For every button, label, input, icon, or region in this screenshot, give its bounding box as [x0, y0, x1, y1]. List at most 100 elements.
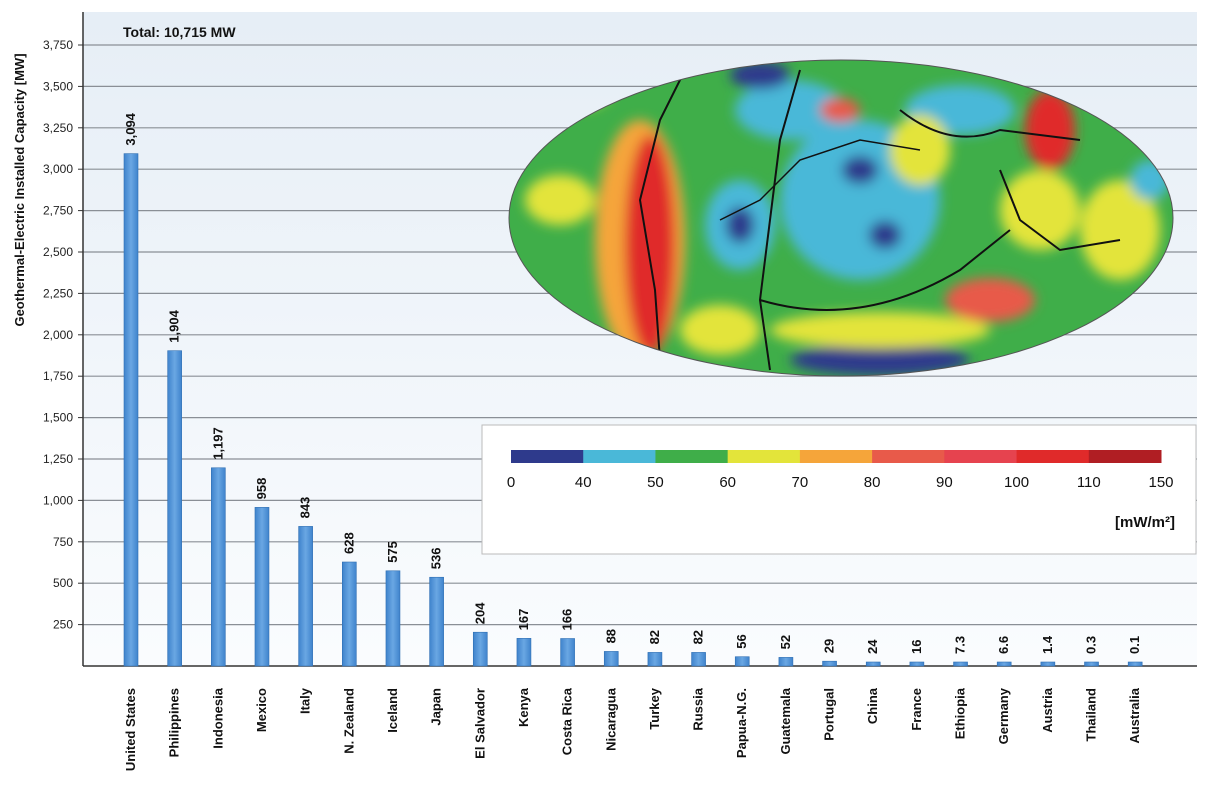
bar-value-label: 82: [691, 630, 706, 644]
category-label: Indonesia: [210, 687, 225, 748]
map-outline: [508, 59, 1174, 377]
bar-value-label: 0.1: [1127, 636, 1142, 654]
bar-value-label: 6.6: [996, 636, 1011, 654]
bar-value-label: 0.3: [1084, 636, 1099, 654]
legend-swatch: [1016, 450, 1090, 463]
bar: [211, 467, 226, 667]
legend-tick-label: 150: [1148, 474, 1173, 491]
category-label: Italy: [298, 687, 313, 714]
category-label: Thailand: [1084, 688, 1099, 742]
total-annotation: Total: 10,715 MW: [123, 24, 236, 40]
bar: [1040, 661, 1056, 667]
legend-tick-label: 90: [936, 474, 953, 491]
bar: [734, 656, 750, 667]
bars: [123, 153, 1143, 667]
y-tick-labels: 250 500 750 1,000 1,250 1,500 1,750 2,000 2,250 2…: [43, 38, 83, 632]
y-tick-label: 2,250: [43, 286, 73, 300]
category-label: Costa Rica: [560, 687, 575, 755]
legend-swatch: [1088, 450, 1162, 463]
bar: [167, 350, 182, 667]
bar: [865, 661, 881, 667]
heat-flow-legend: 0 40 50 60 70 80 90 100 110 150 [mW/m²]: [481, 424, 1197, 555]
bar-value-label: 167: [516, 609, 531, 631]
bar-value-label: 843: [298, 497, 313, 519]
category-label: Turkey: [647, 687, 662, 729]
category-label: Papua-N.G.: [734, 688, 749, 758]
category-label: France: [909, 688, 924, 731]
y-tick-label: 1,500: [43, 411, 73, 425]
legend-tick-labels: 0 40 50 60 70 80 90 100 110 150: [507, 474, 1174, 491]
bar: [472, 631, 488, 667]
bar: [123, 153, 139, 667]
legend-swatch: [727, 450, 801, 463]
legend-tick-label: 40: [575, 474, 592, 491]
bar: [516, 638, 532, 667]
category-label: Germany: [996, 687, 1011, 744]
y-tick-label: 750: [53, 535, 73, 549]
bar-value-label: 536: [429, 548, 444, 570]
category-label: Mexico: [254, 688, 269, 732]
bar: [909, 661, 925, 667]
y-tick-label: 3,000: [43, 162, 73, 176]
inset-map: [508, 59, 1174, 377]
heat-flow-map: [509, 60, 1173, 376]
category-labels: United States Philippines Indonesia Mexico I…: [123, 687, 1142, 771]
bar-value-label: 29: [822, 639, 837, 653]
legend-unit: [mW/m²]: [1115, 514, 1175, 531]
legend-tick-label: 50: [647, 474, 664, 491]
category-label: China: [865, 687, 880, 724]
legend-tick-label: 100: [1004, 474, 1029, 491]
bar-value-labels: 3,094 1,904 1,197 958 843 628 575 536 204 167 166 8…: [123, 112, 1142, 654]
category-label: Kenya: [516, 687, 531, 727]
legend-swatch: [655, 450, 729, 463]
bar-value-label: 88: [603, 629, 618, 643]
bar-value-label: 3,094: [123, 112, 138, 145]
category-label: Portugal: [822, 688, 837, 741]
category-label: N. Zealand: [341, 688, 356, 754]
bar-value-label: 628: [341, 532, 356, 554]
bar: [385, 570, 401, 667]
category-label: Guatemala: [778, 687, 793, 754]
bar: [647, 652, 663, 667]
bar-value-label: 56: [734, 634, 749, 648]
bar-value-label: 1,197: [210, 427, 225, 460]
bar: [298, 526, 313, 667]
category-label: Japan: [429, 688, 444, 726]
y-tick-label: 3,750: [43, 38, 73, 52]
category-label: Ethiopia: [953, 687, 968, 739]
bar: [1127, 661, 1143, 667]
bar: [822, 660, 837, 667]
y-tick-label: 500: [53, 576, 73, 590]
bar-value-label: 575: [385, 541, 400, 563]
bar-value-label: 1,904: [167, 309, 182, 342]
legend-swatch: [511, 450, 584, 463]
bar-value-label: 16: [909, 640, 924, 654]
category-label: Philippines: [167, 688, 182, 757]
legend-tick-label: 80: [864, 474, 881, 491]
bar: [691, 652, 706, 667]
category-label: Australia: [1127, 687, 1142, 743]
legend-swatch: [799, 450, 873, 463]
bar-value-label: 958: [254, 478, 269, 500]
category-label: United States: [123, 688, 138, 771]
bar: [996, 661, 1012, 667]
bar: [603, 651, 619, 667]
bar: [429, 576, 444, 667]
y-tick-label: 2,750: [43, 204, 73, 218]
bar-value-label: 52: [778, 635, 793, 649]
y-tick-label: 2,000: [43, 328, 73, 342]
bar: [1084, 661, 1099, 667]
bar: [953, 661, 968, 667]
y-tick-label: 2,500: [43, 245, 73, 259]
y-tick-label: 1,000: [43, 493, 73, 507]
bar: [560, 638, 575, 667]
bar: [778, 657, 794, 667]
legend-tick-label: 0: [507, 474, 515, 491]
bar: [254, 507, 270, 667]
category-label: Russia: [691, 687, 706, 730]
legend-swatch: [583, 450, 656, 463]
legend-tick-label: 70: [792, 474, 809, 491]
legend-swatch: [872, 450, 945, 463]
bar-value-label: 24: [865, 639, 880, 654]
